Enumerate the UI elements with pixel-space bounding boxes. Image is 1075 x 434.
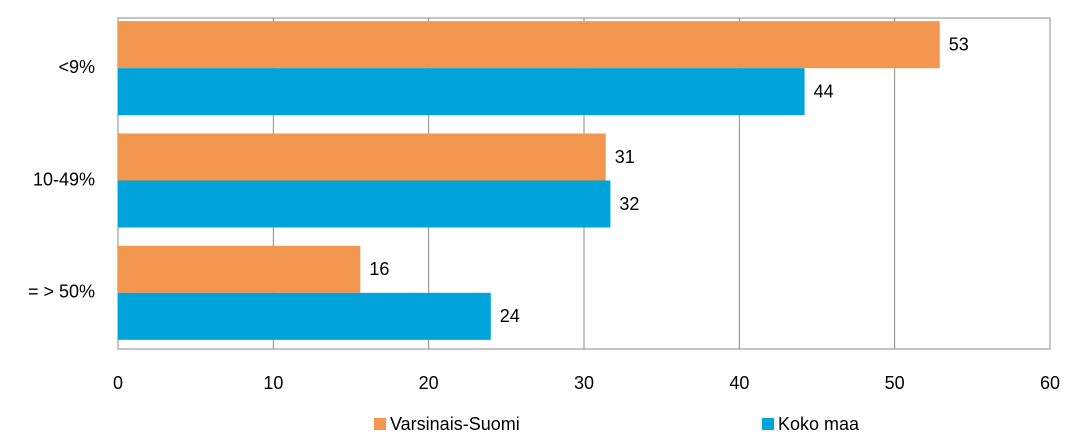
data-label: 44 (814, 81, 834, 101)
legend-swatch (762, 418, 774, 430)
bar (118, 292, 491, 340)
bar (118, 21, 940, 69)
data-label: 53 (949, 34, 969, 54)
bar (118, 245, 361, 293)
x-tick-label: 30 (574, 373, 594, 393)
y-tick-label: 10-49% (33, 169, 95, 189)
y-tick-label: = > 50% (28, 282, 95, 302)
legend-swatch (374, 418, 386, 430)
bar (118, 68, 805, 116)
x-tick-label: 50 (885, 373, 905, 393)
x-tick-label: 10 (263, 373, 283, 393)
x-tick-label: 40 (729, 373, 749, 393)
legend-label: Koko maa (778, 414, 860, 434)
legend-label: Varsinais-Suomi (390, 414, 520, 434)
bar (118, 180, 611, 228)
data-label: 24 (500, 306, 520, 326)
data-label: 32 (619, 194, 639, 214)
y-tick-label: <9% (58, 57, 95, 77)
x-tick-label: 20 (419, 373, 439, 393)
bar (118, 133, 606, 181)
data-label: 16 (369, 259, 389, 279)
x-tick-label: 0 (113, 373, 123, 393)
x-tick-label: 60 (1040, 373, 1060, 393)
data-label: 31 (615, 147, 635, 167)
